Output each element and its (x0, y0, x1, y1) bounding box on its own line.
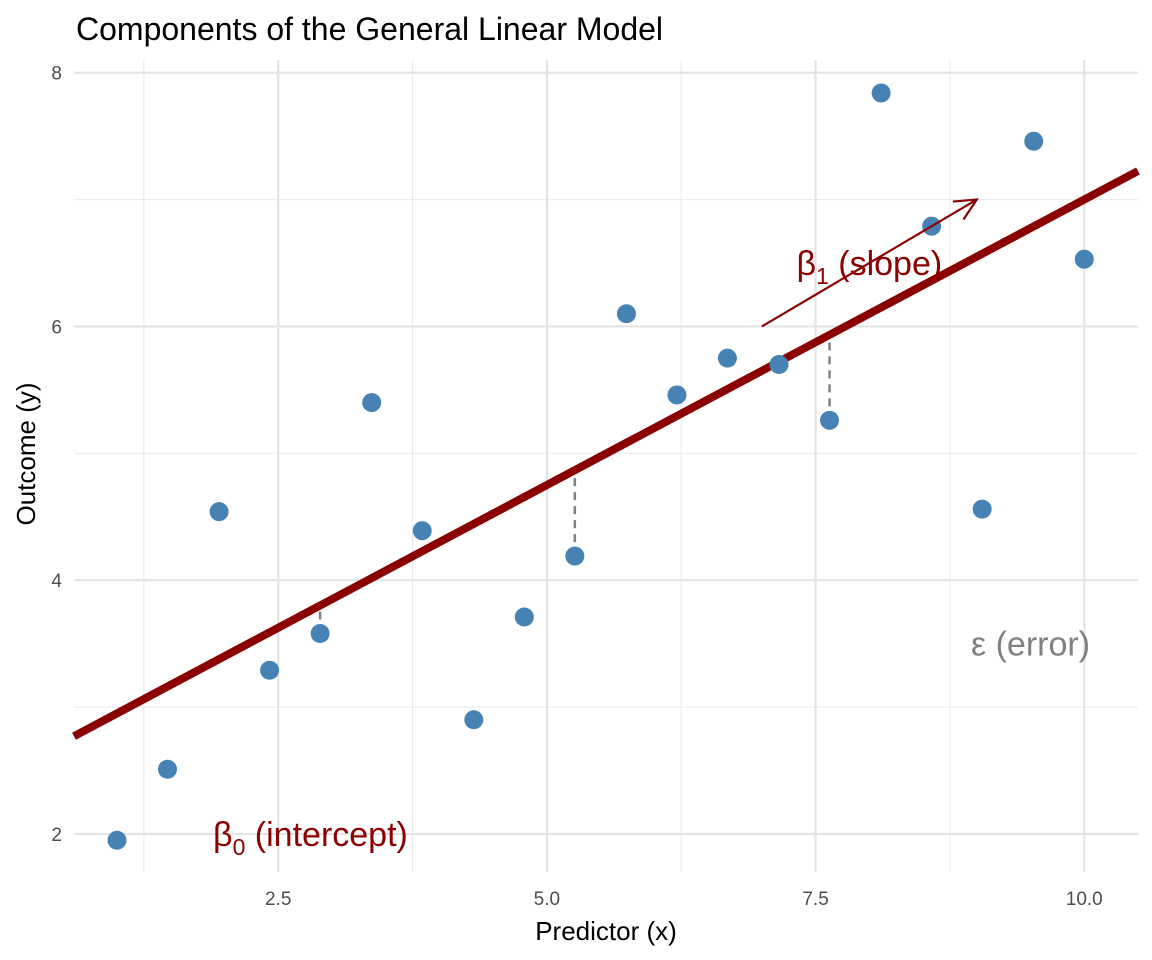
data-point (260, 660, 280, 680)
y-tick-label: 8 (51, 64, 62, 85)
x-tick-label: 2.5 (265, 889, 291, 910)
minor-gridlines (74, 60, 1138, 872)
regression-line-group (72, 167, 1140, 740)
data-point (362, 393, 382, 413)
chart-title: Components of the General Linear Model (76, 11, 663, 47)
slope-label: β1 (slope) (796, 245, 942, 289)
data-points (107, 83, 1094, 850)
major-gridlines (74, 60, 1138, 872)
x-tick-label: 7.5 (802, 889, 828, 910)
data-point (820, 410, 840, 430)
data-point (107, 830, 127, 850)
data-point (464, 710, 484, 730)
x-axis-title: Predictor (x) (535, 916, 677, 946)
data-point (514, 607, 534, 627)
y-tick-label: 6 (51, 317, 62, 338)
data-point (158, 759, 178, 779)
data-point (209, 502, 229, 522)
data-point (1024, 131, 1044, 151)
y-tick-label: 2 (51, 825, 62, 846)
data-point (871, 83, 891, 103)
y-axis-title: Outcome (y) (11, 382, 41, 525)
data-point (565, 546, 585, 566)
x-tick-labels: 2.5 5.0 7.5 10.0 (265, 889, 1103, 910)
x-tick-label: 5.0 (534, 889, 560, 910)
annotations: β0 (intercept) β1 (slope) ε (error) (213, 245, 1090, 860)
data-point (717, 348, 737, 368)
data-point (616, 304, 636, 324)
data-point (1074, 249, 1094, 269)
residual-segments (318, 335, 831, 634)
slope-arrow-group (761, 198, 979, 328)
y-tick-labels: 2 4 6 8 (51, 64, 62, 846)
y-tick-label: 4 (51, 571, 62, 592)
slope-arrow-head (952, 198, 979, 221)
data-point (769, 355, 789, 374)
intercept-label: β0 (intercept) (213, 816, 408, 860)
data-point (972, 499, 992, 519)
x-tick-label: 10.0 (1066, 889, 1103, 910)
regression-line (72, 167, 1140, 740)
data-point (667, 385, 687, 405)
data-point (412, 521, 432, 541)
slope-arrow (761, 198, 978, 328)
error-label: ε (error) (971, 626, 1090, 664)
data-point (310, 623, 330, 643)
